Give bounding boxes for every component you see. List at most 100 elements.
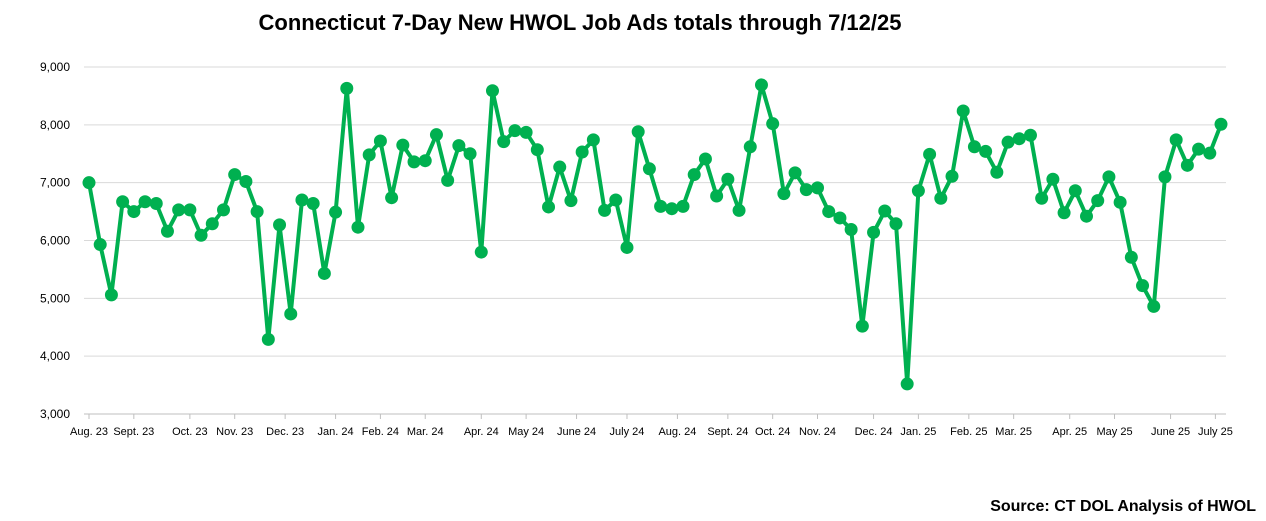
data-point xyxy=(855,319,869,333)
data-point xyxy=(586,133,600,147)
data-point xyxy=(710,189,724,203)
data-point xyxy=(542,200,556,214)
series-points xyxy=(82,78,1228,391)
data-point xyxy=(900,377,914,391)
x-tick-label: Feb. 25 xyxy=(950,426,987,438)
data-point xyxy=(1124,250,1138,264)
y-tick-label: 3,000 xyxy=(40,407,70,421)
data-point xyxy=(945,169,959,183)
data-point xyxy=(1023,128,1037,142)
data-point xyxy=(1046,172,1060,186)
chart-title: Connecticut 7-Day New HWOL Job Ads total… xyxy=(258,10,902,35)
data-point xyxy=(698,152,712,166)
data-point xyxy=(575,145,589,159)
x-tick-label: Sept. 23 xyxy=(113,426,154,438)
x-tick-label: Aug. 24 xyxy=(658,426,696,438)
series-polyline xyxy=(87,82,1223,386)
data-point xyxy=(1169,133,1183,147)
data-point xyxy=(967,140,981,154)
x-tick-label: Oct. 24 xyxy=(755,426,790,438)
data-point xyxy=(553,160,567,174)
data-point xyxy=(250,205,264,219)
data-point xyxy=(665,202,679,216)
data-point xyxy=(923,147,937,161)
data-point xyxy=(485,84,499,98)
data-point xyxy=(306,196,320,210)
data-point xyxy=(990,165,1004,179)
x-tick-label: Mar. 25 xyxy=(995,426,1032,438)
data-point xyxy=(732,203,746,217)
data-point xyxy=(362,148,376,162)
y-tick-label: 6,000 xyxy=(40,234,70,248)
data-point xyxy=(889,217,903,231)
data-point xyxy=(82,176,96,190)
data-point xyxy=(441,173,455,187)
y-tick-label: 7,000 xyxy=(40,176,70,190)
data-point xyxy=(1080,209,1094,223)
x-tick-label: Jan. 25 xyxy=(900,426,936,438)
y-tick-label: 4,000 xyxy=(40,349,70,363)
x-tick-label: Aug. 23 xyxy=(70,426,108,438)
data-point xyxy=(104,288,118,302)
data-point xyxy=(340,81,354,95)
data-point xyxy=(273,218,287,232)
data-point xyxy=(822,205,836,219)
x-tick-label: Apr. 25 xyxy=(1052,426,1087,438)
data-point xyxy=(1068,184,1082,198)
data-point xyxy=(127,205,141,219)
data-point xyxy=(654,199,668,213)
data-point xyxy=(1203,146,1217,160)
data-point xyxy=(497,135,511,149)
data-point xyxy=(1180,158,1194,172)
data-point xyxy=(844,223,858,237)
data-point xyxy=(799,183,813,197)
data-point xyxy=(284,307,298,321)
data-point xyxy=(396,138,410,152)
data-point xyxy=(1001,135,1015,149)
data-point xyxy=(1136,279,1150,293)
data-point xyxy=(474,245,488,259)
x-tick-label: June 24 xyxy=(557,426,596,438)
data-point xyxy=(979,144,993,158)
x-tick-label: Jan. 24 xyxy=(318,426,354,438)
data-point xyxy=(407,155,421,169)
data-point xyxy=(721,172,735,186)
data-point xyxy=(878,204,892,218)
x-tick-label: Oct. 23 xyxy=(172,426,207,438)
data-point xyxy=(452,139,466,153)
data-point xyxy=(149,196,163,210)
x-tick-label: Dec. 24 xyxy=(855,426,893,438)
data-point xyxy=(429,128,443,142)
data-point xyxy=(329,205,343,219)
x-tick-label: Feb. 24 xyxy=(362,426,399,438)
data-point xyxy=(811,181,825,195)
x-tick-label: Dec. 23 xyxy=(266,426,304,438)
data-point xyxy=(463,147,477,161)
data-point xyxy=(183,203,197,217)
data-point xyxy=(261,332,275,346)
data-point xyxy=(1091,194,1105,208)
data-point xyxy=(530,143,544,157)
x-tick-label: Nov. 24 xyxy=(799,426,836,438)
data-point xyxy=(1012,132,1026,146)
x-tick-label: Sept. 24 xyxy=(707,426,748,438)
data-point xyxy=(1057,206,1071,220)
data-point xyxy=(508,124,522,138)
data-point xyxy=(1113,195,1127,209)
x-tick-label: Nov. 23 xyxy=(216,426,253,438)
data-point xyxy=(205,217,219,231)
data-point xyxy=(743,140,757,154)
data-point xyxy=(418,154,432,168)
data-point xyxy=(194,228,208,242)
x-tick-label: Apr. 24 xyxy=(464,426,499,438)
data-point xyxy=(777,187,791,201)
data-point xyxy=(295,193,309,207)
data-point xyxy=(116,195,130,209)
data-point xyxy=(934,191,948,205)
data-point xyxy=(642,162,656,176)
data-point xyxy=(385,191,399,205)
data-point xyxy=(631,125,645,139)
data-point xyxy=(676,199,690,213)
x-tick-label: Mar. 24 xyxy=(407,426,444,438)
